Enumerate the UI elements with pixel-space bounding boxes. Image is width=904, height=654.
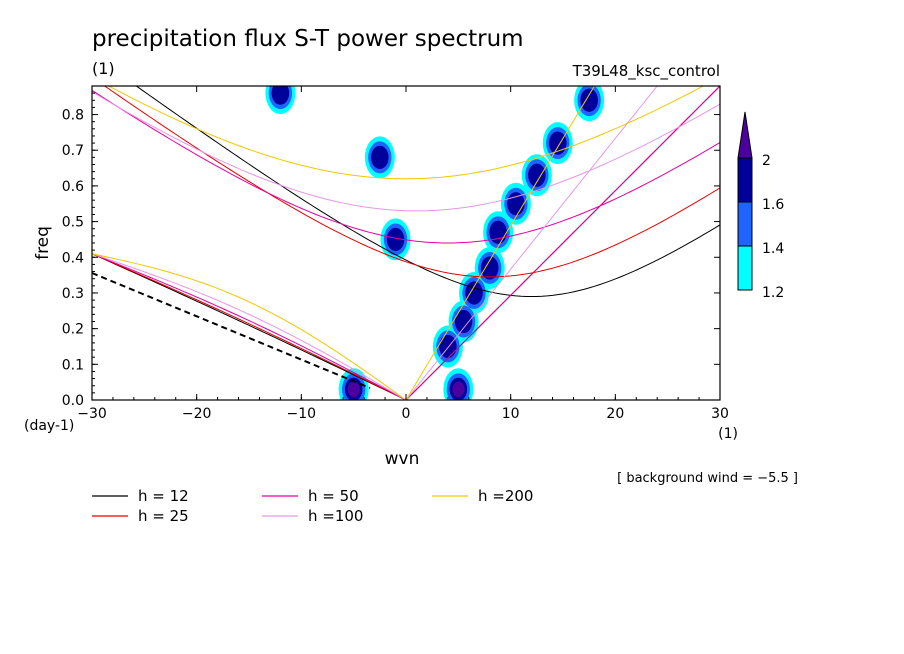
colorbar-box (737, 245, 753, 291)
y-tick-label: 0.5 (62, 215, 84, 231)
x-unit-label: (1) (718, 426, 738, 442)
spectral-peak (480, 256, 499, 280)
colorbar-arrow (737, 111, 753, 159)
inertia-gravity-curve (103, 86, 720, 278)
westward-curve (92, 253, 407, 400)
y-tick-label: 0.0 (62, 393, 84, 409)
spectral-peaks (265, 86, 605, 400)
x-tick-label: 10 (502, 406, 520, 422)
legend-label: h =100 (308, 507, 363, 525)
spectral-peak (347, 381, 360, 397)
y-axis-label: freq (33, 226, 53, 260)
colorbar-label: 1.4 (762, 241, 784, 257)
colorbar-label: 1.6 (762, 197, 784, 213)
spectral-peak (271, 86, 290, 105)
spectral-peak (371, 145, 389, 170)
reference-dashed-line (91, 272, 371, 389)
spectral-peak (549, 131, 567, 155)
inertia-gravity-curve (107, 86, 705, 180)
y-axis-ticks: 0.0 0.1 0.2 0.3 0.4 0.5 0.6 0.7 0.8 (62, 92, 720, 409)
spectral-peak (507, 192, 525, 216)
spectral-peak (580, 88, 598, 112)
y-tick-label: 0.8 (62, 108, 84, 124)
westward-curve (92, 253, 407, 400)
spectral-peak (386, 227, 405, 252)
x-tick-label: −20 (182, 406, 212, 422)
kelvin-curve (405, 86, 658, 400)
y-tick-label: 0.6 (62, 179, 84, 195)
x-axis-ticks: −30 −20 −10 0 10 20 30 (77, 86, 729, 422)
y-tick-label: 0.4 (62, 250, 84, 266)
spectral-peak (452, 381, 465, 397)
chart-title: precipitation flux S-T power spectrum (92, 26, 524, 52)
x-axis-label: wvn (385, 449, 420, 469)
colorbar: 1.2 1.4 1.6 2 (737, 111, 784, 301)
legend-label: h = 25 (138, 507, 189, 525)
legend-label: h = 50 (308, 487, 359, 505)
kelvin-curve (405, 86, 720, 400)
kelvin-curve (405, 86, 595, 400)
plot-area: −30 −20 −10 0 10 20 30 0.00.10.20.30.40.50.60.… (62, 85, 729, 422)
dispersion-curves (92, 86, 720, 400)
run-name: T39L48_ksc_control (572, 62, 720, 81)
legend-label: h = 12 (138, 487, 189, 505)
y-tick-label: 0.3 (62, 286, 84, 302)
y-tick-label: 0.7 (62, 143, 84, 159)
x-tick-label: −10 (287, 406, 317, 422)
spectral-peak (439, 334, 457, 359)
spectral-peak (454, 309, 473, 334)
westward-curve (92, 253, 407, 400)
x-tick-label: 20 (606, 406, 624, 422)
y-tick-label: 0.1 (62, 357, 84, 373)
x-tick-label: 0 (402, 406, 411, 422)
colorbar-box (737, 157, 753, 203)
colorbar-box (737, 201, 753, 247)
inertia-gravity-curve (92, 89, 720, 244)
x-tick-label: 30 (711, 406, 729, 422)
legend: h = 12 h = 25 h = 50 h =100 h =200 (92, 487, 533, 525)
colorbar-label: 1.2 (762, 285, 784, 301)
y-unit-label: (day-1) (24, 418, 74, 434)
colorbar-label: 2 (762, 153, 771, 169)
westward-curve (92, 253, 407, 400)
inertia-gravity-curve (92, 91, 720, 212)
background-wind-note: [ background wind = −5.5 ] (617, 471, 798, 486)
spectral-peak (489, 220, 507, 244)
westward-curve (92, 253, 407, 400)
spectral-peak (528, 163, 546, 187)
y-tick-label: 0.2 (62, 322, 84, 338)
spectral-peak (465, 281, 483, 305)
x-tick-label: −30 (77, 406, 107, 422)
units-label: (1) (92, 59, 115, 78)
legend-label: h =200 (478, 487, 533, 505)
